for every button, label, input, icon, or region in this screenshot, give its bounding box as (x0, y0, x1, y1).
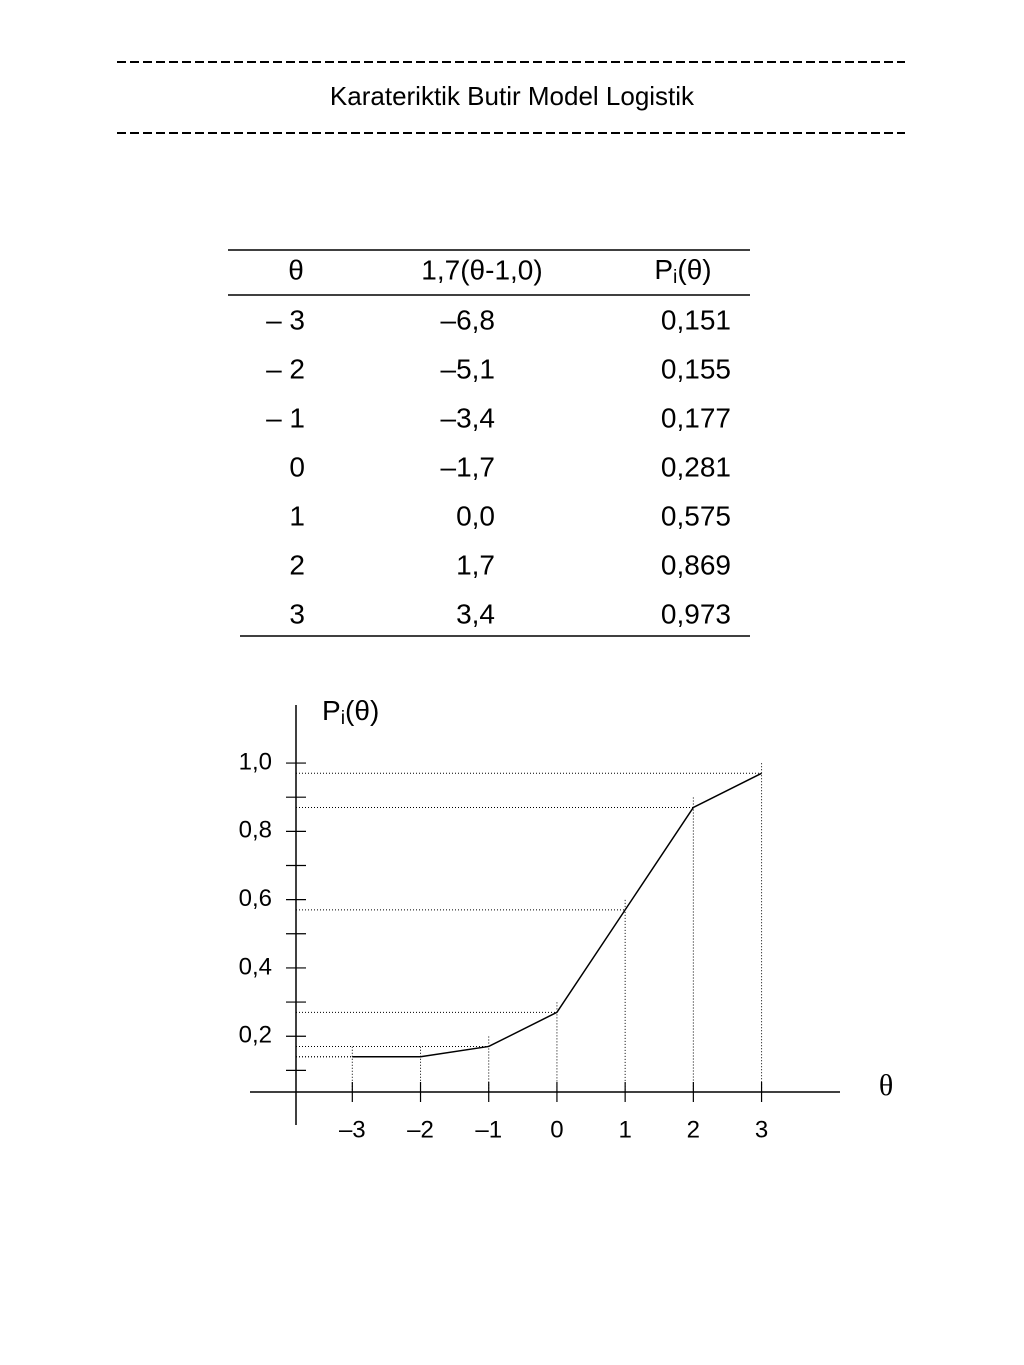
x-tick-label: 0 (550, 1116, 563, 1143)
x-axis-label: θ (879, 1069, 893, 1102)
y-axis-label: Pi(θ) (322, 695, 379, 729)
x-tick-label: –3 (339, 1116, 366, 1143)
column-header: Pi(θ) (654, 254, 711, 288)
column-header: θ (288, 254, 304, 285)
table-cell: 0,177 (661, 402, 731, 433)
y-tick-label: 1,0 (239, 748, 272, 775)
table-cell: – 3 (266, 304, 305, 335)
column-header-base: P (654, 254, 673, 285)
table-cell: –1,7 (441, 451, 496, 482)
table-cell: 0,151 (661, 304, 731, 335)
table-cell: 2 (289, 549, 305, 580)
table-cell: 0,0 (456, 500, 495, 531)
y-axis-label-sub: i (341, 707, 345, 729)
x-tick-label: –1 (475, 1116, 502, 1143)
y-axis-label-tail: (θ) (345, 695, 379, 726)
table-cell: 0,155 (661, 353, 731, 384)
table-cell: 0,973 (661, 598, 731, 629)
y-tick-label: 0,4 (239, 953, 272, 980)
chart: Pi(θ) θ 0,2 0,4 0,6 0,8 1,0 –3 –2 –1 0 1 2 3 (239, 695, 894, 1143)
x-tick-label: –2 (407, 1116, 434, 1143)
x-tick-label: 1 (618, 1116, 631, 1143)
x-tick-label: 2 (687, 1116, 700, 1143)
column-header: 1,7(θ-1,0) (421, 254, 542, 285)
table-cell: 1,7 (456, 549, 495, 580)
title: Karateriktik Butir Model Logistik (330, 81, 695, 111)
table-cell: 0 (289, 451, 305, 482)
table-cell: –5,1 (441, 353, 496, 384)
table-cell: –3,4 (441, 402, 496, 433)
table-cell: 0,575 (661, 500, 731, 531)
table-cell: 3 (289, 598, 305, 629)
table-cell: 0,869 (661, 549, 731, 580)
y-tick-label: 0,2 (239, 1022, 272, 1049)
table-cell: 1 (289, 500, 305, 531)
table-cell: 0,281 (661, 451, 731, 482)
x-tick-label: 3 (755, 1116, 768, 1143)
table-cell: – 1 (266, 402, 305, 433)
curve (352, 772, 762, 1058)
y-tick-label: 0,8 (239, 817, 272, 844)
y-axis-label-base: P (322, 695, 341, 726)
table-cell: 3,4 (456, 598, 495, 629)
table: θ 1,7(θ-1,0) Pi(θ) – 3 –6,8 0,151 – 2 –5,1 0,155… (266, 254, 731, 629)
column-header-tail: (θ) (677, 254, 711, 285)
table-cell: –6,8 (441, 304, 496, 335)
column-header-sub: i (673, 266, 677, 288)
y-tick-label: 0,6 (239, 885, 272, 912)
table-cell: – 2 (266, 353, 305, 384)
